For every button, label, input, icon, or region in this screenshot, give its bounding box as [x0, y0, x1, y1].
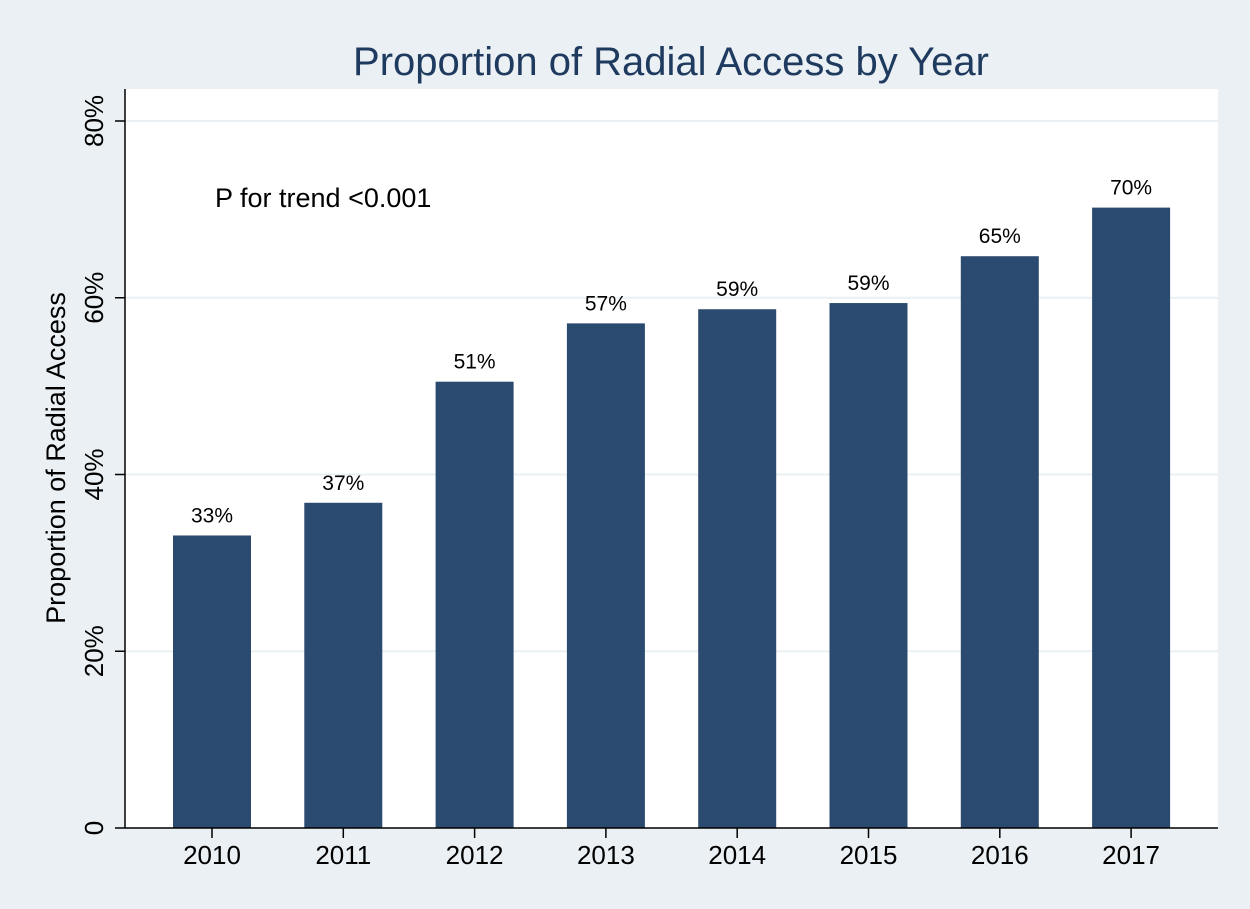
y-tick-label: 60%: [79, 272, 109, 324]
data-label-2017: 70%: [1110, 177, 1152, 200]
trend-annotation: P for trend <0.001: [215, 183, 431, 213]
y-tick-label: 0: [79, 821, 109, 835]
y-tick-label: 80%: [79, 95, 109, 147]
y-tick-label: 20%: [79, 625, 109, 677]
bar-2013: [566, 323, 645, 828]
x-tick-label-2011: 2011: [315, 840, 371, 870]
data-label-2015: 59%: [847, 272, 889, 295]
y-axis-label: Proportion of Radial Access: [41, 292, 71, 624]
data-label-2013: 57%: [585, 292, 627, 315]
x-tick-label-2017: 2017: [1102, 840, 1160, 870]
x-tick-label-2013: 2013: [577, 840, 635, 870]
y-tick-label: 40%: [79, 448, 109, 500]
data-label-2011: 37%: [322, 472, 364, 495]
x-tick-label-2016: 2016: [971, 840, 1029, 870]
data-labels: 33% 37% 51% 57% 59% 59% 65% 70%: [191, 177, 1152, 528]
x-tick-label-2015: 2015: [840, 840, 898, 870]
data-label-2016: 65%: [979, 225, 1021, 248]
data-label-2010: 33%: [191, 504, 233, 527]
data-label-2012: 51%: [454, 351, 496, 374]
x-tick-label-2012: 2012: [446, 840, 504, 870]
bar-2017: [1092, 207, 1171, 829]
data-label-2014: 59%: [716, 278, 758, 301]
chart-title: Proportion of Radial Access by Year: [353, 40, 989, 84]
bar-2010: [173, 535, 251, 828]
bar-2015: [829, 303, 908, 828]
bars: [173, 207, 1171, 829]
bar-2012: [435, 381, 514, 828]
bar-2014: [698, 309, 777, 828]
bar-2011: [304, 502, 383, 828]
x-tick-label-2010: 2010: [183, 840, 241, 870]
x-ticks: 2010 2011 2012 2013 2014 2015 2016 2017: [183, 828, 1160, 870]
x-tick-label-2014: 2014: [708, 840, 766, 870]
bar-2016: [960, 256, 1039, 828]
y-ticks: 0 20% 40% 60% 80%: [79, 95, 125, 835]
